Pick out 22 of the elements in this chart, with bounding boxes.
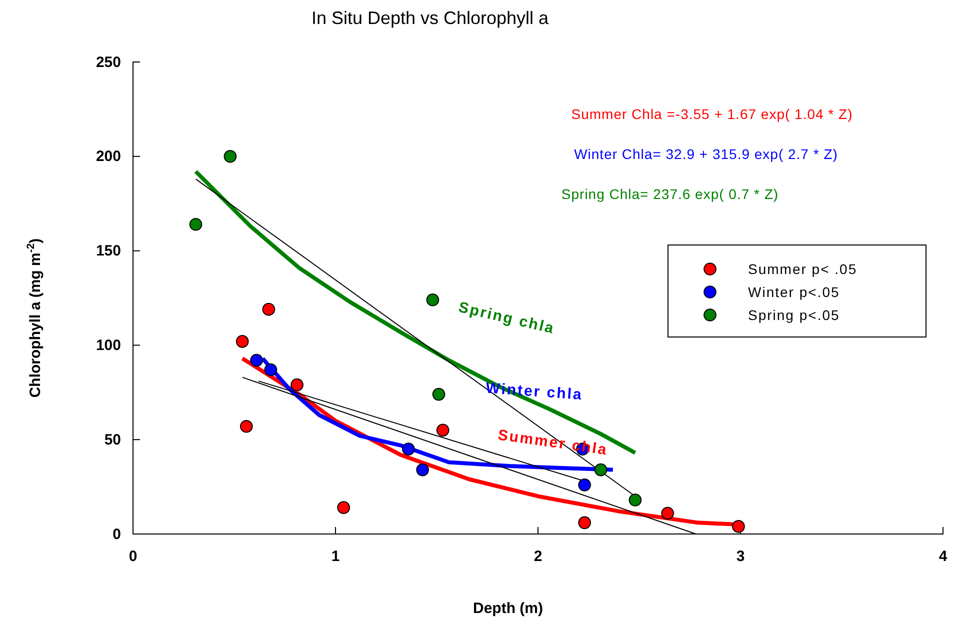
y-tick-label: 250 bbox=[96, 54, 121, 71]
annotation: Spring chla bbox=[456, 298, 556, 338]
x-tick-label: 2 bbox=[534, 548, 542, 565]
y-tick-label: 0 bbox=[112, 526, 121, 543]
annotation: Summer chla bbox=[496, 426, 609, 459]
annotation: Spring Chla= 237.6 exp( 0.7 * Z) bbox=[561, 186, 779, 202]
annotation: Summer Chla =-3.55 + 1.67 exp( 1.04 * Z) bbox=[571, 106, 853, 122]
x-tick-label: 0 bbox=[128, 548, 138, 565]
legend-label: Spring p<.05 bbox=[748, 307, 840, 323]
x-axis-title: Depth (m) bbox=[473, 600, 543, 617]
annotation: Winter chla bbox=[485, 380, 584, 404]
chart-title: In Situ Depth vs Chlorophyll a bbox=[311, 8, 550, 28]
legend-label: Summer p< .05 bbox=[748, 261, 858, 277]
x-tick-label: 1 bbox=[331, 548, 340, 565]
y-tick-label: 50 bbox=[104, 431, 121, 448]
x-tick-label: 4 bbox=[938, 548, 948, 565]
x-tick-label: 3 bbox=[736, 548, 745, 565]
y-tick-label: 150 bbox=[96, 242, 121, 260]
legend-label: Winter p<.05 bbox=[748, 284, 840, 300]
y-tick-label: 200 bbox=[96, 148, 121, 166]
annotation: Winter Chla= 32.9 + 315.9 exp( 2.7 * Z) bbox=[574, 146, 838, 162]
y-tick-label: 100 bbox=[96, 337, 121, 354]
